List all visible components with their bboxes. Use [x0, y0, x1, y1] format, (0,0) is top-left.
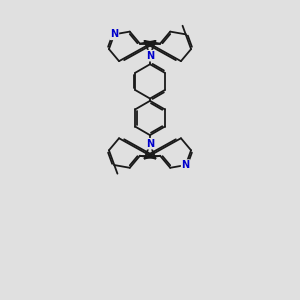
- Text: N: N: [182, 160, 190, 170]
- Text: N: N: [146, 51, 154, 61]
- Text: N: N: [110, 29, 118, 39]
- Text: N: N: [146, 139, 154, 149]
